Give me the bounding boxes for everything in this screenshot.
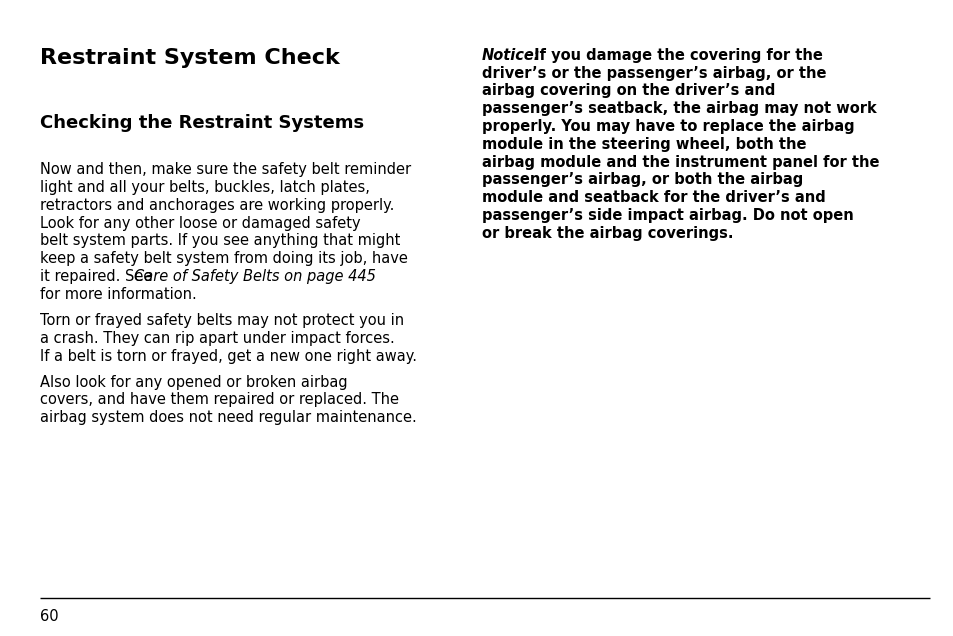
Text: light and all your belts, buckles, latch plates,: light and all your belts, buckles, latch…	[40, 180, 370, 195]
Text: Also look for any opened or broken airbag: Also look for any opened or broken airba…	[40, 375, 347, 390]
Text: driver’s or the passenger’s airbag, or the: driver’s or the passenger’s airbag, or t…	[481, 66, 825, 81]
Text: 60: 60	[40, 609, 59, 625]
Text: airbag covering on the driver’s and: airbag covering on the driver’s and	[481, 83, 775, 99]
Text: a crash. They can rip apart under impact forces.: a crash. They can rip apart under impact…	[40, 331, 395, 346]
Text: Torn or frayed safety belts may not protect you in: Torn or frayed safety belts may not prot…	[40, 313, 404, 328]
Text: it repaired. See: it repaired. See	[40, 269, 157, 284]
Text: or break the airbag coverings.: or break the airbag coverings.	[481, 226, 733, 241]
Text: Care of Safety Belts on page 445: Care of Safety Belts on page 445	[134, 269, 375, 284]
Text: Now and then, make sure the safety belt reminder: Now and then, make sure the safety belt …	[40, 162, 411, 177]
Text: properly. You may have to replace the airbag: properly. You may have to replace the ai…	[481, 119, 854, 134]
Text: keep a safety belt system from doing its job, have: keep a safety belt system from doing its…	[40, 251, 408, 266]
Text: belt system parts. If you see anything that might: belt system parts. If you see anything t…	[40, 233, 400, 249]
Text: If a belt is torn or frayed, get a new one right away.: If a belt is torn or frayed, get a new o…	[40, 349, 416, 364]
Text: Checking the Restraint Systems: Checking the Restraint Systems	[40, 114, 364, 132]
Text: passenger’s seatback, the airbag may not work: passenger’s seatback, the airbag may not…	[481, 101, 876, 116]
Text: retractors and anchorages are working properly.: retractors and anchorages are working pr…	[40, 198, 394, 213]
Text: airbag module and the instrument panel for the: airbag module and the instrument panel f…	[481, 155, 879, 170]
Text: for more information.: for more information.	[40, 287, 196, 302]
Text: passenger’s side impact airbag. Do not open: passenger’s side impact airbag. Do not o…	[481, 208, 853, 223]
Text: If you damage the covering for the: If you damage the covering for the	[529, 48, 822, 63]
Text: Look for any other loose or damaged safety: Look for any other loose or damaged safe…	[40, 216, 360, 231]
Text: airbag system does not need regular maintenance.: airbag system does not need regular main…	[40, 410, 416, 425]
Text: passenger’s airbag, or both the airbag: passenger’s airbag, or both the airbag	[481, 172, 802, 188]
Text: module in the steering wheel, both the: module in the steering wheel, both the	[481, 137, 805, 152]
Text: Restraint System Check: Restraint System Check	[40, 48, 339, 67]
Text: Notice:: Notice:	[481, 48, 539, 63]
Text: module and seatback for the driver’s and: module and seatback for the driver’s and	[481, 190, 824, 205]
Text: covers, and have them repaired or replaced. The: covers, and have them repaired or replac…	[40, 392, 398, 408]
